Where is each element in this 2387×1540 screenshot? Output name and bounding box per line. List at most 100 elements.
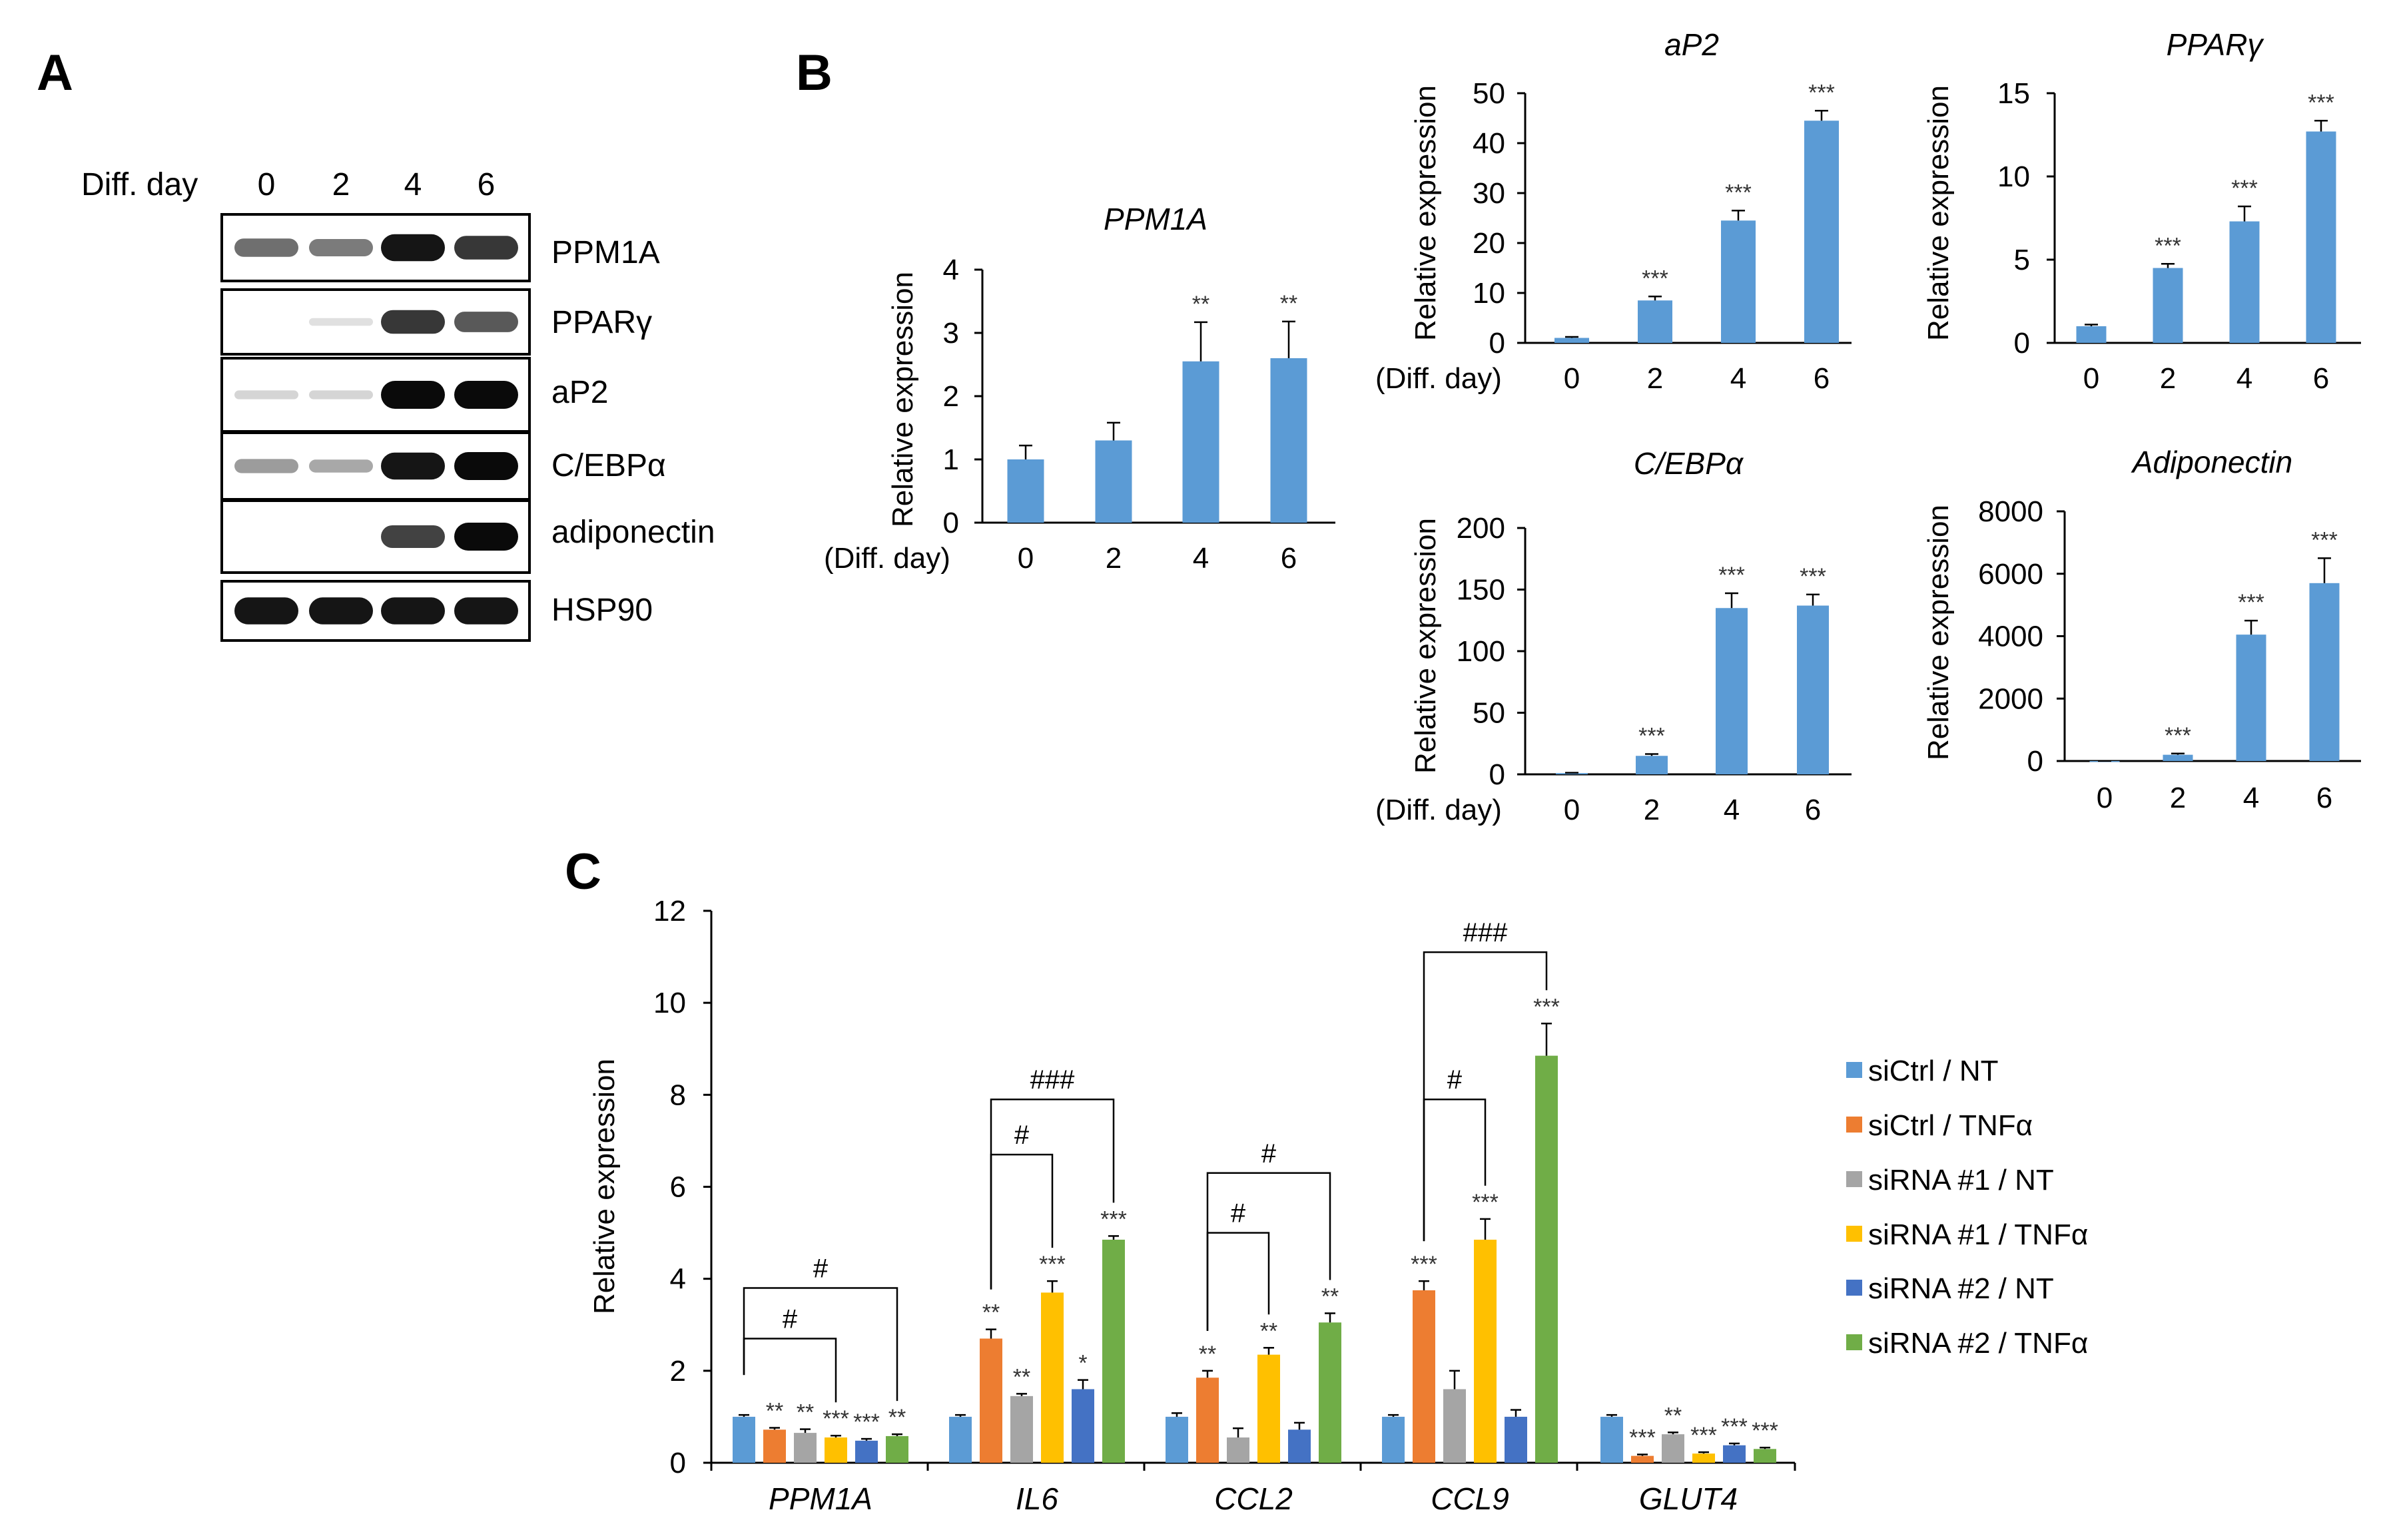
y-tick-label: 2 <box>943 380 959 413</box>
bar <box>886 1435 908 1463</box>
y-tick-label: 2000 <box>1978 682 2043 715</box>
y-tick-label: 10 <box>653 987 686 1019</box>
bar <box>1227 1437 1249 1463</box>
significance-label: *** <box>1533 994 1560 1019</box>
x-tick-label: 2 <box>1106 542 1122 575</box>
legend-swatch-sictrl-tnf <box>1846 1117 1862 1133</box>
significance-label: *** <box>2308 90 2334 115</box>
y-tick-label: 0 <box>2014 327 2030 360</box>
chart-ppm1a: 0 1 2 3 4 Relative expression PPM1A (Diff. day)… <box>824 202 1335 575</box>
legend-label: siRNA #2 / NT <box>1868 1272 2054 1305</box>
x-tick-label: 2 <box>1644 794 1660 826</box>
x-tick-label: 2 <box>1647 362 1663 395</box>
wb-band <box>381 597 445 625</box>
x-axis-label: (Diff. day) <box>1375 362 1502 395</box>
y-axis-label: Relative expression <box>1922 505 1955 760</box>
bar <box>1638 300 1672 343</box>
bar <box>763 1429 786 1463</box>
x-category-label: IL6 <box>1016 1481 1058 1516</box>
x-category-label: GLUT4 <box>1639 1481 1738 1516</box>
significance-label: ** <box>1199 1342 1216 1367</box>
y-tick-label: 0 <box>1489 327 1505 360</box>
significance-label: *** <box>2238 590 2264 615</box>
significance-label: ** <box>797 1400 814 1425</box>
wb-protein-label: aP2 <box>551 375 608 410</box>
x-tick-label: 0 <box>1564 362 1580 395</box>
significance-label: *** <box>1638 723 1665 748</box>
x-tick-label: 0 <box>1564 794 1580 826</box>
y-axis-label: Relative expression <box>1409 518 1442 774</box>
bar <box>1474 1239 1497 1463</box>
bar <box>1413 1290 1435 1463</box>
bar <box>1041 1292 1064 1463</box>
wb-protein-label: adiponectin <box>551 515 715 550</box>
bar <box>1196 1378 1219 1463</box>
comparison-bracket <box>743 1287 898 1402</box>
significance-label: *** <box>823 1406 849 1431</box>
wb-protein-label: PPARγ <box>551 305 652 340</box>
wb-band <box>309 318 373 326</box>
wb-protein-label: HSP90 <box>551 593 653 628</box>
chart-grouped-expression: 0 2 4 6 8 10 12 Relative expression PPM1A IL6 CCL2… <box>588 895 1796 1516</box>
y-tick-label: 0 <box>943 507 959 539</box>
comparison-bracket <box>743 1338 837 1403</box>
comparison-label: # <box>1231 1199 1246 1228</box>
wb-band <box>454 452 518 480</box>
legend-swatch-sirna1-nt <box>1846 1171 1862 1187</box>
significance-label: *** <box>1800 564 1826 589</box>
x-tick-label: 2 <box>2170 782 2186 814</box>
chart-adiponectin: 0 2000 4000 6000 8000 Relative expression Adip… <box>1922 445 2361 814</box>
y-tick-label: 8000 <box>1978 495 2043 528</box>
chart-title: aP2 <box>1664 27 1719 62</box>
wb-band <box>309 459 373 473</box>
legend-swatch-sirna2-tnf <box>1846 1334 1862 1350</box>
legend-swatch-sictrl-nt <box>1846 1062 1862 1078</box>
bar <box>1535 1055 1558 1463</box>
bar <box>2153 268 2183 343</box>
wb-band <box>381 525 445 548</box>
y-tick-label: 50 <box>1473 77 1505 110</box>
bar <box>2236 635 2266 761</box>
y-tick-label: 12 <box>653 895 686 927</box>
significance-label: *** <box>1642 266 1668 291</box>
y-tick-label: 10 <box>1473 277 1505 310</box>
wb-band <box>381 310 445 334</box>
bar <box>1754 1449 1776 1463</box>
significance-label: ** <box>1260 1318 1277 1344</box>
bar <box>1382 1416 1405 1463</box>
wb-band <box>454 312 518 332</box>
comparison-bracket <box>1206 1172 1331 1331</box>
significance-label: *** <box>1718 563 1745 588</box>
significance-label: *** <box>1690 1423 1717 1448</box>
significance-label: *** <box>2165 723 2191 748</box>
y-tick-label: 0 <box>2027 745 2043 778</box>
wb-band <box>454 523 518 551</box>
x-category-label: PPM1A <box>769 1481 872 1516</box>
chart-title: Adiponectin <box>2131 445 2292 479</box>
y-tick-label: 30 <box>1473 177 1505 210</box>
significance-label: ** <box>1280 291 1297 316</box>
wb-band <box>454 597 518 625</box>
x-tick-label: 2 <box>2160 362 2176 395</box>
bar <box>794 1433 817 1463</box>
significance-label: *** <box>2311 527 2338 553</box>
significance-label: *** <box>1808 80 1835 105</box>
y-tick-label: 200 <box>1457 512 1505 545</box>
bar <box>949 1416 972 1463</box>
wb-day-tick: 4 <box>404 167 422 202</box>
y-axis-label: Relative expression <box>1409 85 1442 341</box>
bar <box>1600 1416 1623 1463</box>
y-tick-label: 4 <box>670 1263 686 1296</box>
significance-label: *** <box>1752 1418 1778 1443</box>
bar <box>1257 1354 1280 1463</box>
legend-label: siRNA #1 / TNFα <box>1868 1218 2088 1251</box>
x-tick-label: 4 <box>1730 362 1746 395</box>
significance-label: ** <box>888 1405 906 1430</box>
y-tick-label: 0 <box>1489 758 1505 791</box>
panel-label-a: A <box>37 45 73 101</box>
x-tick-label: 6 <box>2313 362 2329 395</box>
bar <box>2076 326 2107 343</box>
wb-band <box>454 236 518 260</box>
bar <box>2229 221 2260 343</box>
